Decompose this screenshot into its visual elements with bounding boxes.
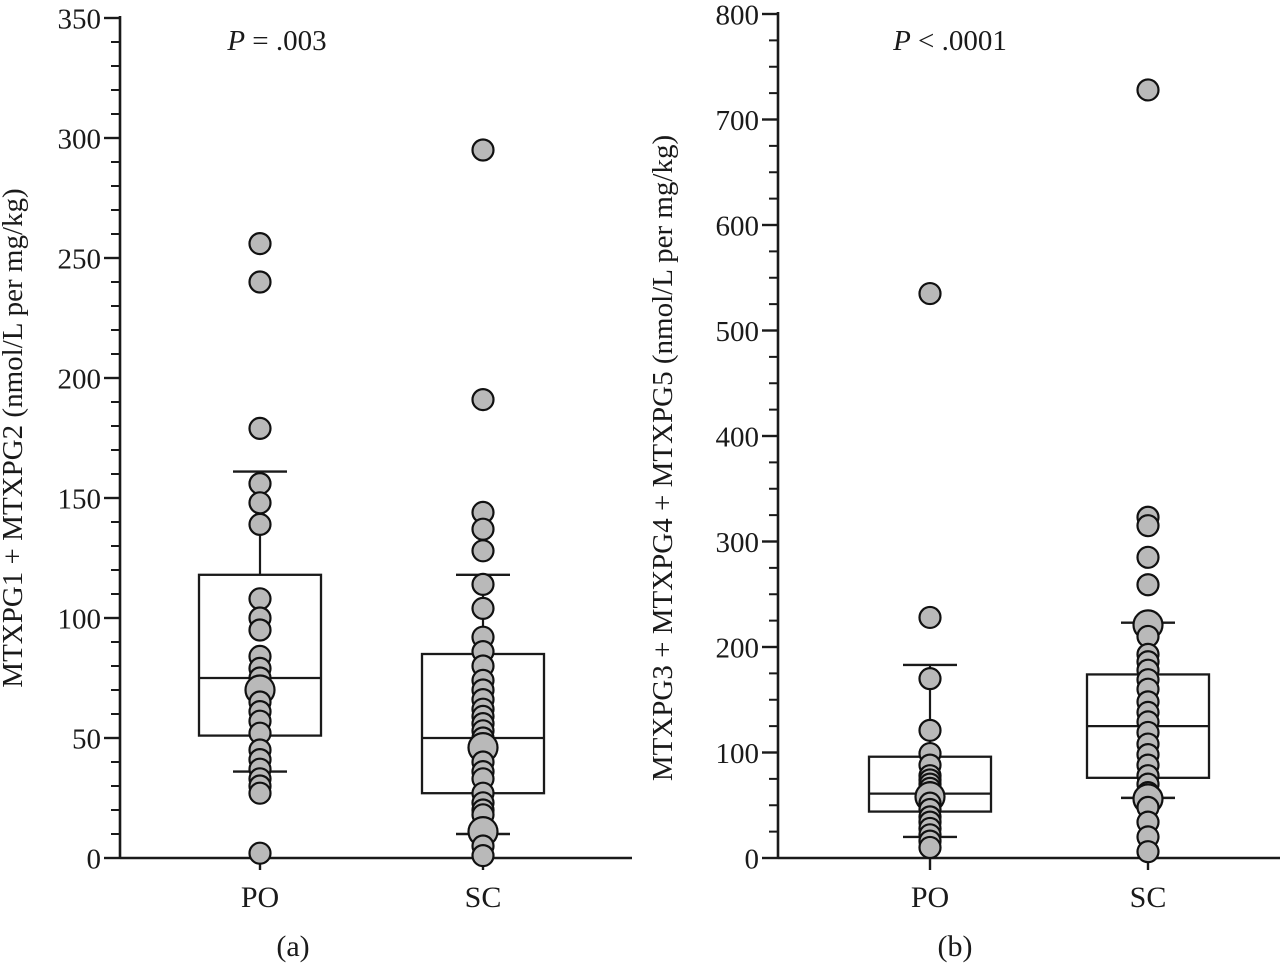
data-point	[918, 667, 942, 691]
data-points-po	[244, 232, 276, 865]
y-tick-label: 500	[716, 316, 760, 348]
y-tick-label: 350	[58, 3, 102, 35]
panel-b: 0 100 200 300 400 500 600 700 800 MTXPG3 + MTXPG4…	[647, 0, 1280, 963]
y-tick-label: 300	[58, 123, 102, 155]
x-category-label-sc: SC	[1130, 881, 1167, 914]
data-point	[248, 270, 272, 294]
y-tick-label: 250	[58, 243, 102, 275]
data-point	[471, 517, 495, 541]
data-point	[471, 843, 495, 868]
panel-letter: (a)	[276, 930, 309, 963]
data-point	[248, 512, 272, 537]
y-tick-label: 800	[716, 0, 760, 31]
data-point	[471, 596, 495, 621]
data-points-po	[914, 281, 946, 860]
data-points-sc	[1132, 78, 1164, 864]
data-point	[248, 472, 272, 496]
p-value-annotation: P < .0001	[892, 25, 1007, 57]
data-point	[1136, 514, 1160, 538]
data-point	[471, 572, 495, 597]
y-tick-label: 200	[716, 632, 760, 664]
data-point	[918, 605, 942, 630]
data-point	[1136, 545, 1160, 569]
y-tick-label: 300	[716, 527, 760, 559]
data-point	[248, 232, 272, 256]
y-tick-label: 200	[58, 363, 102, 395]
data-point	[471, 388, 495, 412]
y-axis-title: MTXPG1 + MTXPG2 (nmol/L per mg/kg)	[0, 188, 29, 687]
data-point	[918, 718, 942, 742]
y-tick-label: 100	[58, 603, 102, 635]
x-category-label-po: PO	[241, 881, 279, 914]
y-tick-label: 0	[745, 843, 760, 875]
y-tick-label: 150	[58, 483, 102, 515]
data-point	[918, 281, 942, 306]
data-point	[471, 138, 495, 162]
data-point	[918, 835, 942, 860]
y-tick-label: 0	[87, 843, 102, 875]
data-point	[1136, 573, 1160, 597]
panel-letter: (b)	[938, 930, 973, 963]
y-tick-label: 50	[72, 723, 101, 755]
y-tick-label: 400	[716, 421, 760, 453]
y-tick-label: 100	[716, 738, 760, 770]
x-category-label-po: PO	[911, 881, 949, 914]
panel-a: 0 50 100 150 200 250 300 350 MTXPG1 + MTXPG2 (nm…	[0, 3, 632, 963]
data-point	[248, 781, 272, 805]
data-point	[248, 491, 272, 515]
y-tick-label: 700	[716, 105, 760, 137]
data-point	[471, 539, 495, 563]
p-value-annotation: P = .003	[226, 25, 326, 57]
data-point	[248, 416, 272, 440]
data-point	[248, 587, 272, 611]
data-point	[1136, 78, 1160, 102]
y-axis-title: MTXPG3 + MTXPG4 + MTXPG5 (nmol/L per mg/…	[647, 135, 679, 781]
data-point	[248, 841, 272, 865]
y-tick-label: 600	[716, 210, 760, 242]
data-point	[248, 618, 272, 642]
data-points-sc	[467, 138, 499, 868]
data-point	[1136, 840, 1160, 864]
x-category-label-sc: SC	[465, 881, 502, 914]
